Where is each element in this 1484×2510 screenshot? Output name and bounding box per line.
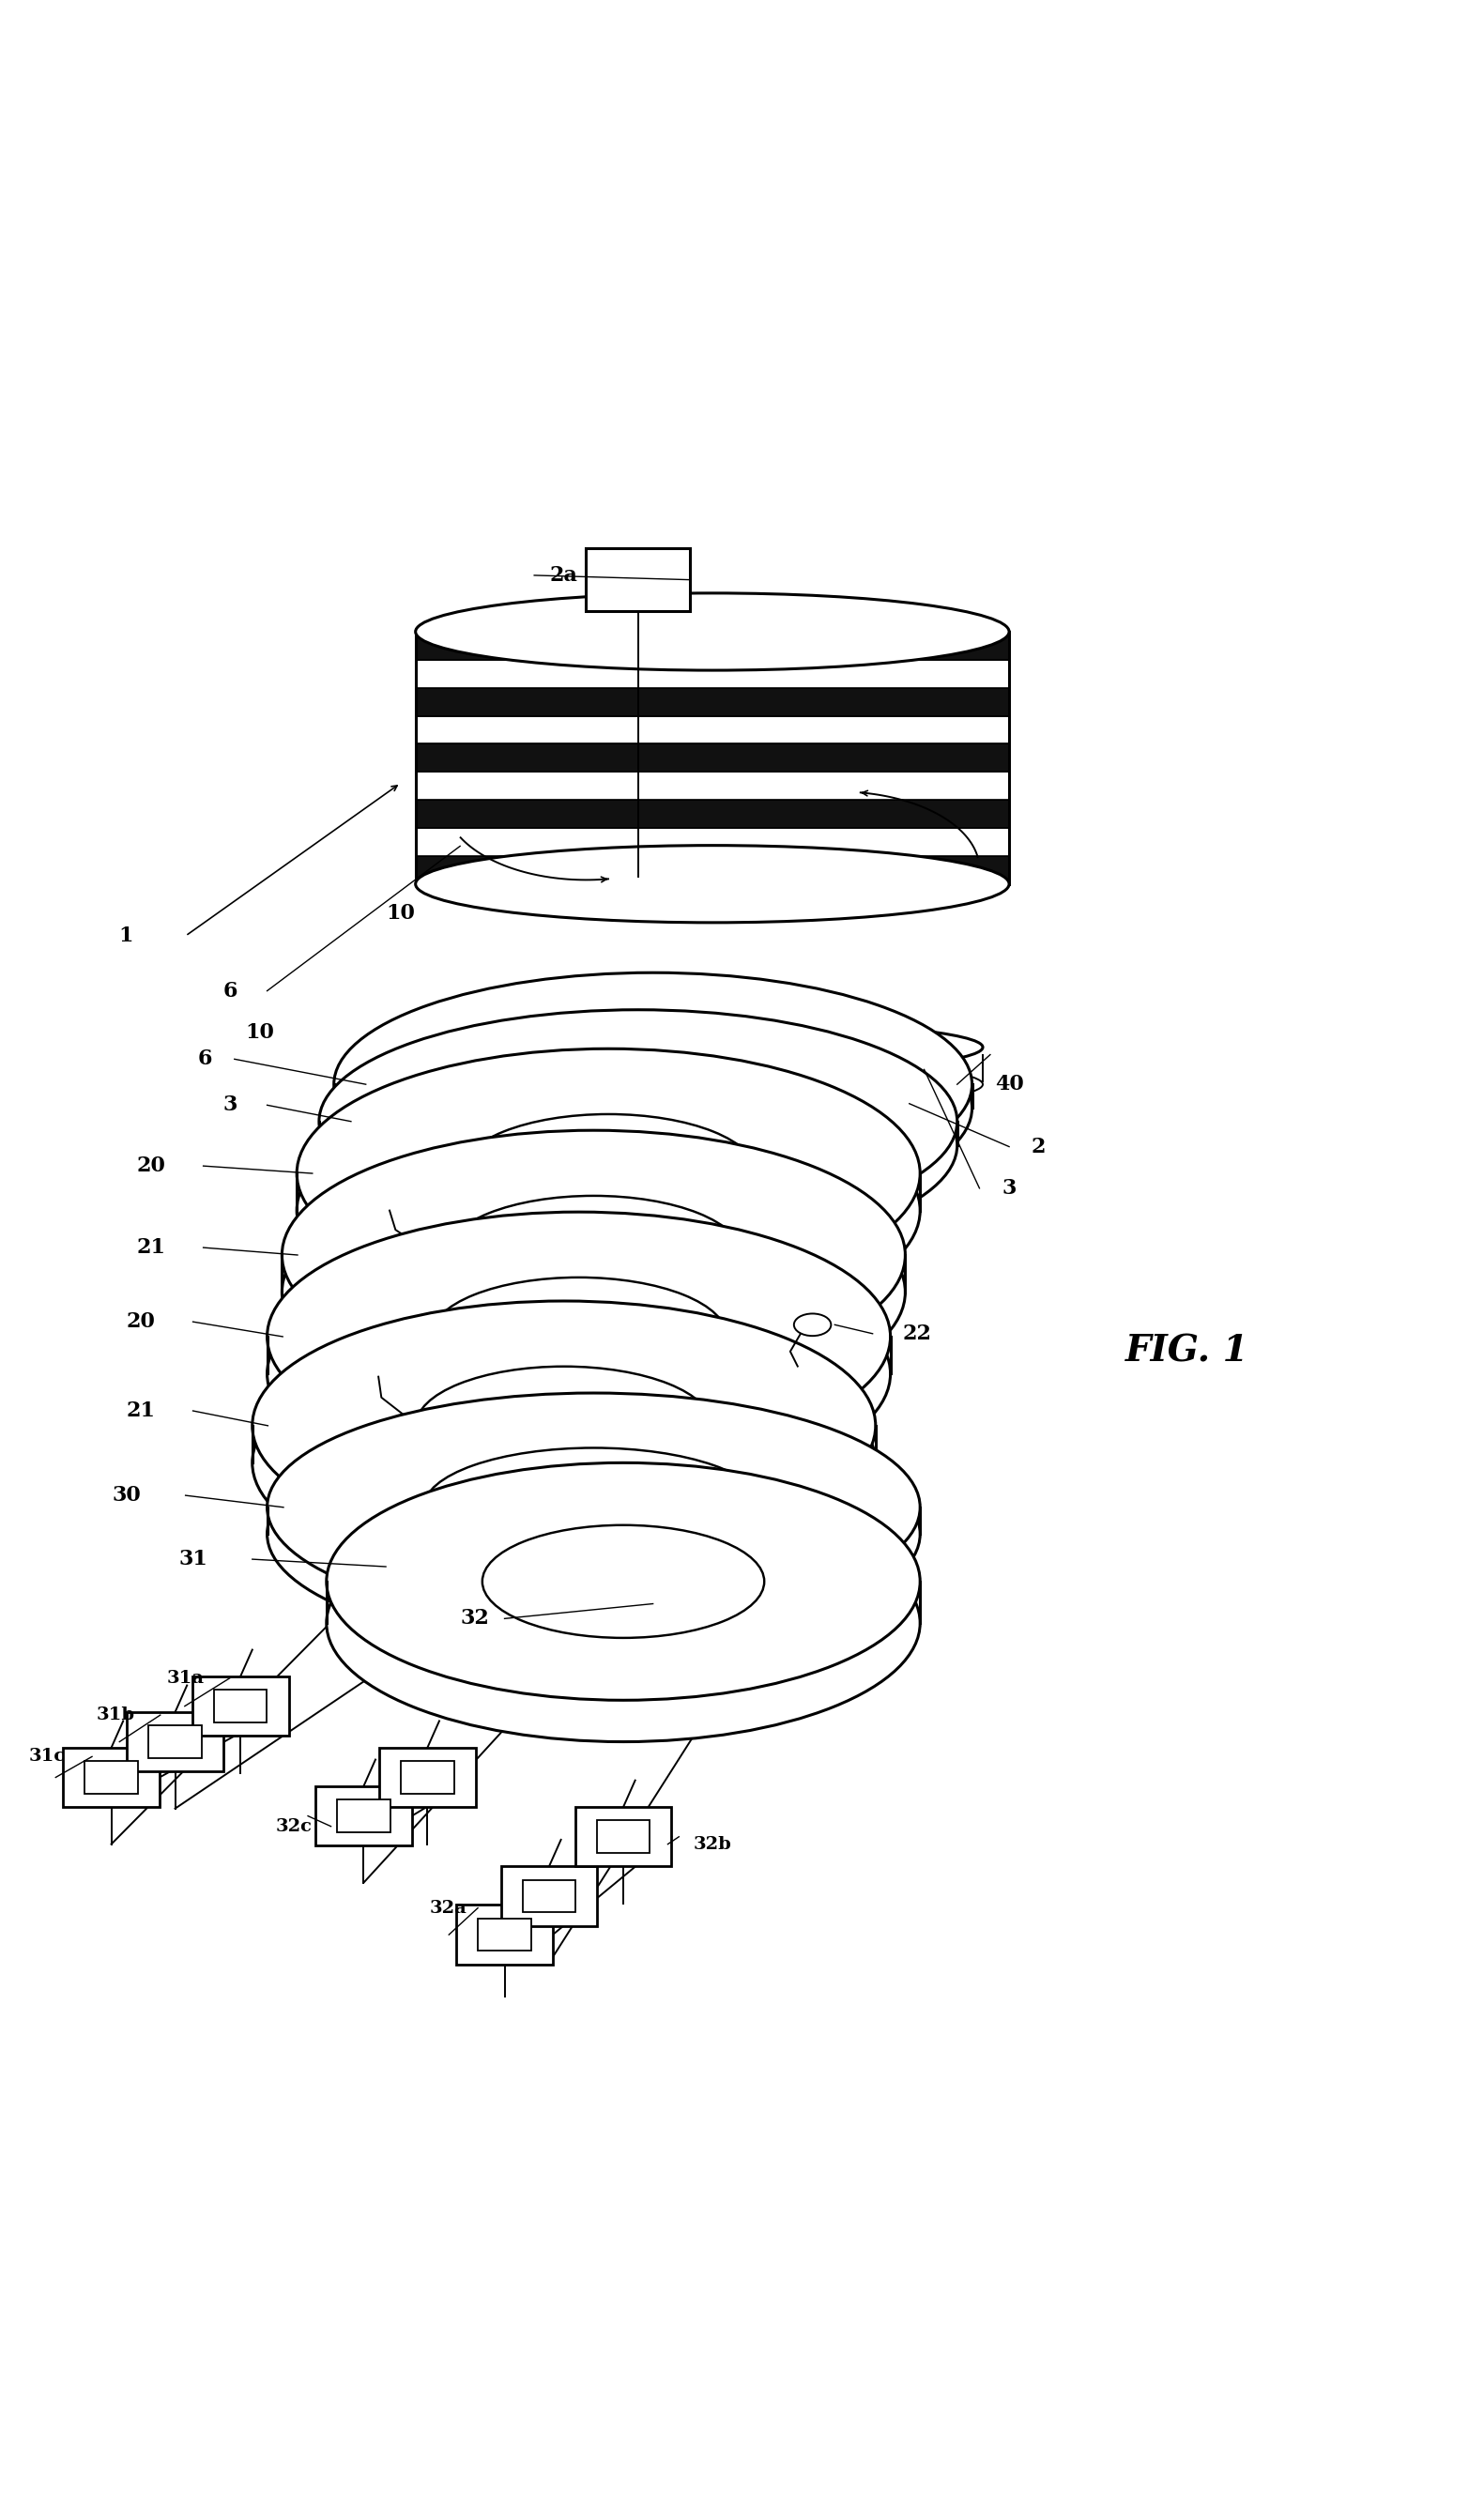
Text: 21: 21 bbox=[137, 1237, 166, 1258]
FancyBboxPatch shape bbox=[85, 1762, 138, 1795]
Text: 31c: 31c bbox=[30, 1747, 65, 1765]
Text: 10: 10 bbox=[245, 1022, 275, 1042]
FancyBboxPatch shape bbox=[337, 1800, 390, 1832]
Text: 30: 30 bbox=[111, 1486, 141, 1506]
FancyBboxPatch shape bbox=[597, 1820, 650, 1852]
Ellipse shape bbox=[442, 1022, 982, 1074]
Ellipse shape bbox=[416, 1365, 712, 1486]
Polygon shape bbox=[416, 715, 1009, 743]
Ellipse shape bbox=[445, 1195, 742, 1315]
Ellipse shape bbox=[267, 1421, 920, 1649]
Text: 6: 6 bbox=[197, 1049, 212, 1069]
Polygon shape bbox=[416, 688, 1009, 715]
Ellipse shape bbox=[478, 1024, 828, 1145]
FancyBboxPatch shape bbox=[128, 1712, 223, 1772]
Text: 21: 21 bbox=[126, 1401, 156, 1421]
FancyBboxPatch shape bbox=[315, 1787, 411, 1845]
Polygon shape bbox=[416, 801, 1009, 828]
Text: 32: 32 bbox=[460, 1609, 490, 1629]
Text: 31: 31 bbox=[178, 1549, 208, 1569]
Polygon shape bbox=[416, 660, 1009, 688]
FancyBboxPatch shape bbox=[522, 1880, 576, 1913]
Text: 31a: 31a bbox=[166, 1669, 205, 1687]
Text: 32a: 32a bbox=[429, 1900, 467, 1918]
Text: 40: 40 bbox=[994, 1074, 1024, 1094]
Ellipse shape bbox=[252, 1300, 876, 1551]
Ellipse shape bbox=[460, 1114, 757, 1232]
FancyBboxPatch shape bbox=[214, 1689, 267, 1722]
Ellipse shape bbox=[334, 974, 972, 1195]
FancyBboxPatch shape bbox=[502, 1867, 598, 1925]
FancyBboxPatch shape bbox=[478, 1918, 531, 1950]
Ellipse shape bbox=[297, 1087, 920, 1335]
Text: 32c: 32c bbox=[276, 1817, 312, 1835]
Text: 2a: 2a bbox=[551, 565, 577, 585]
FancyBboxPatch shape bbox=[574, 1807, 671, 1867]
Ellipse shape bbox=[334, 996, 972, 1220]
Ellipse shape bbox=[252, 1338, 876, 1586]
Text: FIG. 1: FIG. 1 bbox=[1125, 1333, 1250, 1370]
Ellipse shape bbox=[319, 1009, 957, 1232]
Ellipse shape bbox=[416, 592, 1009, 670]
Text: 3: 3 bbox=[1002, 1177, 1017, 1200]
Ellipse shape bbox=[267, 1212, 890, 1461]
FancyBboxPatch shape bbox=[378, 1747, 475, 1807]
FancyBboxPatch shape bbox=[401, 1762, 454, 1795]
Ellipse shape bbox=[282, 1130, 905, 1380]
Polygon shape bbox=[416, 743, 1009, 773]
Text: 22: 22 bbox=[902, 1323, 932, 1343]
Text: 31b: 31b bbox=[96, 1707, 135, 1724]
Polygon shape bbox=[416, 828, 1009, 856]
Ellipse shape bbox=[430, 1278, 727, 1396]
Ellipse shape bbox=[282, 1167, 905, 1416]
Polygon shape bbox=[416, 633, 1009, 660]
Polygon shape bbox=[416, 773, 1009, 801]
Text: 6: 6 bbox=[223, 981, 237, 1001]
Text: 32b: 32b bbox=[693, 1835, 732, 1852]
Ellipse shape bbox=[416, 846, 1009, 924]
Polygon shape bbox=[416, 856, 1009, 884]
Ellipse shape bbox=[326, 1503, 920, 1742]
FancyBboxPatch shape bbox=[457, 1905, 552, 1965]
Text: 10: 10 bbox=[386, 904, 416, 924]
Text: 3: 3 bbox=[223, 1094, 237, 1114]
Ellipse shape bbox=[297, 1049, 920, 1298]
Ellipse shape bbox=[267, 1250, 890, 1498]
Ellipse shape bbox=[482, 1526, 764, 1639]
FancyBboxPatch shape bbox=[193, 1677, 288, 1737]
Text: 2: 2 bbox=[1031, 1137, 1046, 1157]
Ellipse shape bbox=[512, 1057, 913, 1104]
Ellipse shape bbox=[442, 1057, 982, 1112]
Ellipse shape bbox=[512, 1032, 913, 1079]
FancyBboxPatch shape bbox=[586, 550, 690, 610]
FancyBboxPatch shape bbox=[62, 1747, 160, 1807]
Ellipse shape bbox=[794, 1313, 831, 1335]
Ellipse shape bbox=[463, 1059, 813, 1182]
FancyBboxPatch shape bbox=[148, 1724, 202, 1757]
Text: 1: 1 bbox=[119, 926, 134, 946]
Ellipse shape bbox=[326, 1463, 920, 1699]
Ellipse shape bbox=[267, 1393, 920, 1621]
Ellipse shape bbox=[319, 1034, 957, 1258]
Text: 20: 20 bbox=[137, 1155, 166, 1177]
Text: 20: 20 bbox=[126, 1310, 156, 1333]
Ellipse shape bbox=[424, 1448, 763, 1566]
